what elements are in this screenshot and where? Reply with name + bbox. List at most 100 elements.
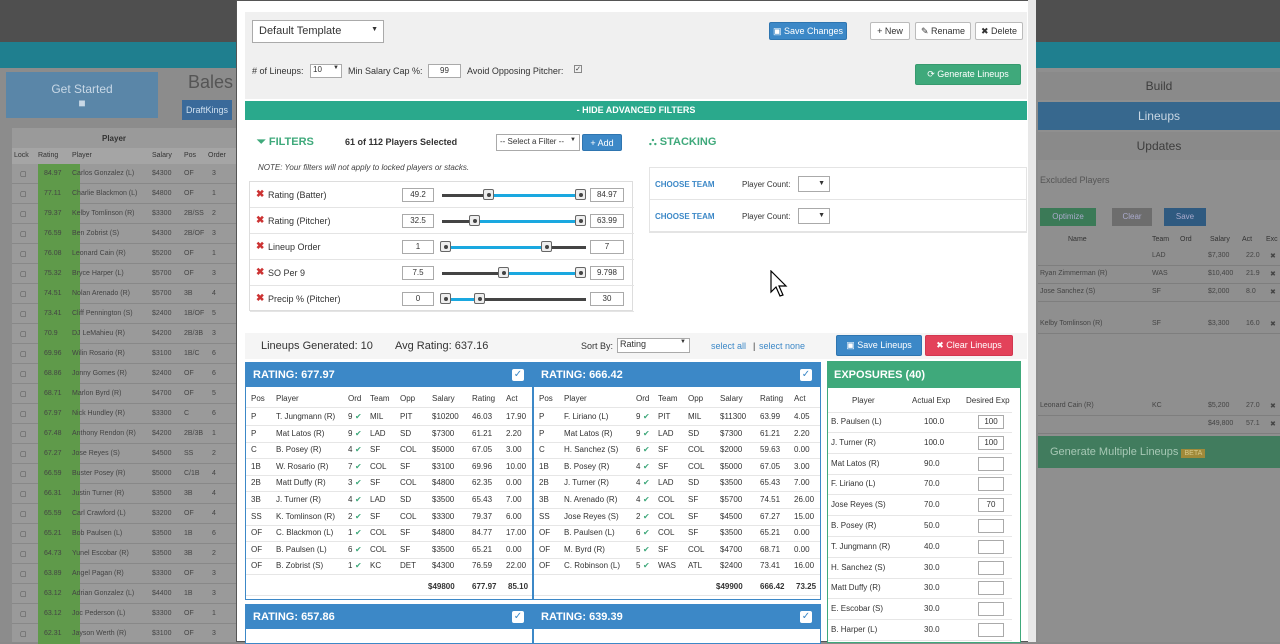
slider-max-handle[interactable] <box>575 189 587 200</box>
desired-exposure-input[interactable] <box>978 581 1004 596</box>
player-row[interactable]: ▢ 74.51 Nolan Arenado (R) $5700 3B 4 <box>12 284 237 304</box>
player-row[interactable]: ▢ 77.11 Charlie Blackmon (L) $4800 OF 1 <box>12 184 237 204</box>
remove-icon[interactable]: ✖ <box>1270 421 1276 428</box>
filter-min-input[interactable]: 32.5 <box>402 214 434 228</box>
filter-max-input[interactable]: 63.99 <box>590 214 624 228</box>
lock-checkbox[interactable]: ▢ <box>20 531 27 538</box>
player-row[interactable]: ▢ 66.59 Buster Posey (R) $5000 C/1B 4 <box>12 464 237 484</box>
remove-icon[interactable]: ✖ <box>1270 253 1276 260</box>
player-row[interactable]: ▢ 67.27 Jose Reyes (S) $4500 SS 2 <box>12 444 237 464</box>
slider-min-handle[interactable] <box>483 189 495 200</box>
clear-lineups-button[interactable]: ✖ Clear Lineups <box>925 335 1013 356</box>
player-row[interactable]: ▢ 63.12 Adrian Gonzalez (L) $4400 1B 3 <box>12 584 237 604</box>
avoid-pitcher-checkbox[interactable]: ✓ <box>574 65 582 73</box>
player-row[interactable]: ▢ 66.31 Justin Turner (R) $3500 3B 4 <box>12 484 237 504</box>
tab-lineups[interactable]: Lineups <box>1038 102 1280 130</box>
desired-exposure-input[interactable] <box>978 477 1004 492</box>
player-row[interactable]: ▢ 62.31 Jayson Werth (R) $3100 OF 3 <box>12 624 237 644</box>
lock-checkbox[interactable]: ▢ <box>20 551 27 558</box>
lock-checkbox[interactable]: ▢ <box>20 491 27 498</box>
modal-scrollbar[interactable] <box>1028 0 1036 642</box>
generate-multiple-lineups-button[interactable]: Generate Multiple Lineups BETA <box>1038 436 1280 468</box>
save-lineups-button[interactable]: ▣ Save Lineups <box>836 335 922 356</box>
desired-exposure-input[interactable] <box>978 519 1004 533</box>
desired-exposure-input[interactable] <box>978 602 1004 617</box>
lock-checkbox[interactable]: ▢ <box>20 411 27 418</box>
player-row[interactable]: ▢ 68.71 Marlon Byrd (R) $4700 OF 5 <box>12 384 237 404</box>
add-filter-button[interactable]: + Add <box>582 134 622 151</box>
filter-min-input[interactable]: 1 <box>402 240 434 254</box>
slider-max-handle[interactable] <box>575 215 587 226</box>
desired-exposure-input[interactable] <box>978 539 1004 554</box>
choose-team-link[interactable]: CHOOSE TEAM <box>655 180 715 189</box>
player-row[interactable]: ▢ 64.73 Yunel Escobar (R) $3500 3B 2 <box>12 544 237 564</box>
lock-checkbox[interactable]: ▢ <box>20 471 27 478</box>
lock-checkbox[interactable]: ▢ <box>20 511 27 518</box>
lock-checkbox[interactable]: ▢ <box>20 611 27 618</box>
filter-range-slider[interactable] <box>442 267 587 278</box>
player-row[interactable]: ▢ 70.9 DJ LeMahieu (R) $4200 2B/3B 3 <box>12 324 237 344</box>
player-row[interactable]: ▢ 67.97 Nick Hundley (R) $3300 C 6 <box>12 404 237 424</box>
filter-range-slider[interactable] <box>440 241 586 252</box>
desired-exposure-input[interactable] <box>978 456 1004 471</box>
player-row[interactable]: ▢ 63.12 Joc Pederson (L) $3300 OF 1 <box>12 604 237 624</box>
filter-range-slider[interactable] <box>442 215 587 226</box>
player-row[interactable]: ▢ 65.59 Carl Crawford (L) $3200 OF 4 <box>12 504 237 524</box>
lineup-select-checkbox[interactable]: ✓ <box>800 369 812 381</box>
slider-max-handle[interactable] <box>474 293 486 304</box>
remove-icon[interactable]: ✖ <box>1270 271 1276 278</box>
remove-icon[interactable]: ✖ <box>1270 321 1276 328</box>
remove-icon[interactable]: ✖ <box>1270 289 1276 296</box>
filter-max-input[interactable]: 9.798 <box>590 266 624 280</box>
remove-filter-icon[interactable]: ✖ <box>256 241 265 252</box>
lock-checkbox[interactable]: ▢ <box>20 571 27 578</box>
lineup-select-checkbox[interactable]: ✓ <box>512 369 524 381</box>
filter-range-slider[interactable] <box>442 189 587 200</box>
player-row[interactable]: ▢ 68.86 Jonny Gomes (R) $2400 OF 6 <box>12 364 237 384</box>
lock-checkbox[interactable]: ▢ <box>20 251 27 258</box>
save-button[interactable]: Save <box>1164 208 1206 226</box>
excluded-players-tab[interactable]: Excluded Players <box>1040 175 1110 185</box>
desired-exposure-input[interactable] <box>978 623 1004 637</box>
remove-filter-icon[interactable]: ✖ <box>256 293 265 304</box>
remove-filter-icon[interactable]: ✖ <box>256 267 265 278</box>
player-row[interactable]: ▢ 73.41 Cliff Pennington (S) $2400 1B/OF 5 <box>12 304 237 324</box>
filter-range-slider[interactable] <box>440 293 586 304</box>
player-count-select[interactable]: ▼ <box>798 208 830 224</box>
lock-checkbox[interactable]: ▢ <box>20 191 27 198</box>
remove-icon[interactable]: ✖ <box>1270 403 1276 410</box>
select-filter-dropdown[interactable]: -- Select a Filter -- ▼ <box>496 134 580 151</box>
save-changes-button[interactable]: ▣ Save Changes <box>769 22 847 40</box>
filter-max-input[interactable]: 30 <box>590 292 624 306</box>
rename-template-button[interactable]: ✎ Rename <box>915 22 971 40</box>
slider-min-handle[interactable] <box>440 293 451 304</box>
remove-filter-icon[interactable]: ✖ <box>256 189 265 200</box>
generate-lineups-button[interactable]: ⟳ Generate Lineups <box>915 64 1021 85</box>
lock-checkbox[interactable]: ▢ <box>20 631 27 638</box>
player-count-select[interactable]: ▼ <box>798 176 830 192</box>
slider-min-handle[interactable] <box>468 215 480 226</box>
lock-checkbox[interactable]: ▢ <box>20 591 27 598</box>
filter-min-input[interactable]: 49.2 <box>402 188 434 202</box>
tab-updates[interactable]: Updates <box>1038 132 1280 160</box>
lock-checkbox[interactable]: ▢ <box>20 391 27 398</box>
sort-by-select[interactable]: Rating ▼ <box>617 338 690 353</box>
slider-min-handle[interactable] <box>440 241 451 252</box>
tab-build[interactable]: Build <box>1038 72 1280 100</box>
desired-exposure-input[interactable]: 100 <box>978 435 1004 450</box>
player-row[interactable]: ▢ 67.48 Anthony Rendon (R) $4200 2B/3B 1 <box>12 424 237 444</box>
min-salary-input[interactable]: 99 <box>428 64 461 78</box>
player-row[interactable]: ▢ 65.21 Bob Paulsen (L) $3500 1B 6 <box>12 524 237 544</box>
player-row[interactable]: ▢ 63.89 Angel Pagan (R) $3300 OF 3 <box>12 564 237 584</box>
remove-filter-icon[interactable]: ✖ <box>256 215 265 226</box>
lock-checkbox[interactable]: ▢ <box>20 351 27 358</box>
lock-checkbox[interactable]: ▢ <box>20 211 27 218</box>
lock-checkbox[interactable]: ▢ <box>20 311 27 318</box>
desired-exposure-input[interactable] <box>978 560 1004 575</box>
filter-min-input[interactable]: 7.5 <box>402 266 434 280</box>
choose-team-link[interactable]: CHOOSE TEAM <box>655 212 715 221</box>
delete-template-button[interactable]: ✖ Delete <box>975 22 1023 40</box>
select-all-link[interactable]: select all <box>711 341 747 351</box>
lock-checkbox[interactable]: ▢ <box>20 431 27 438</box>
clear-button[interactable]: Clear <box>1112 208 1152 226</box>
